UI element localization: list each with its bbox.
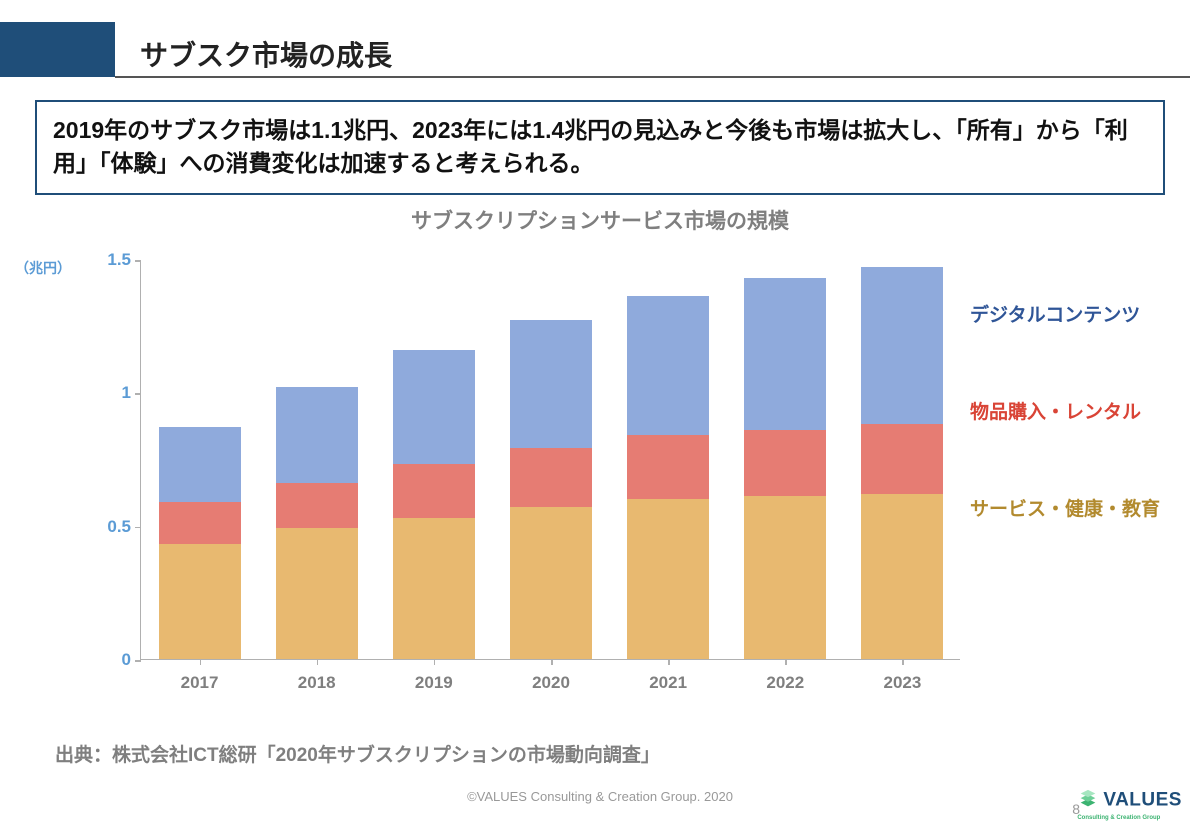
brand-logo: VALUES Consulting & Creation Group [1077,788,1182,821]
x-tick-mark [200,659,202,665]
bar-segment-goods [744,430,826,497]
y-tick-mark [135,260,141,262]
brand-logo-icon [1077,788,1099,815]
footer: ©VALUES Consulting & Creation Group. 202… [0,789,1200,819]
x-tick-mark [317,659,319,665]
bar-segment-service [744,496,826,659]
legend-item-service: サービス・健康・教育 [970,494,1190,521]
legend-item-digital: デジタルコンテンツ [970,300,1190,327]
bar-segment-service [393,518,475,659]
x-tick-mark [902,659,904,665]
bar-segment-goods [861,424,943,493]
bar-segment-service [627,499,709,659]
bar-segment-goods [276,483,358,528]
bar-segment-digital [159,427,241,502]
bar-segment-service [276,528,358,659]
y-tick-mark [135,527,141,529]
summary-box: 2019年のサブスク市場は1.1兆円、2023年には1.4兆円の見込みと今後も市… [35,100,1165,195]
y-tick-label: 1 [91,383,131,403]
copyright: ©VALUES Consulting & Creation Group. 202… [0,789,1200,804]
brand-logo-subtext: Consulting & Creation Group [1077,815,1182,821]
bar-segment-digital [744,278,826,430]
title-accent-block [0,22,115,77]
title-underline [115,76,1190,78]
summary-text: 2019年のサブスク市場は1.1兆円、2023年には1.4兆円の見込みと今後も市… [53,114,1147,181]
bar-segment-service [510,507,592,659]
bar-segment-digital [510,320,592,448]
x-tick-mark [551,659,553,665]
y-tick-label: 0.5 [91,517,131,537]
bar-segment-goods [159,502,241,545]
source-citation: 出典：株式会社ICT総研「2020年サブスクリプションの市場動向調査」 [55,740,660,767]
title-bar: サブスク市場の成長 [0,22,1200,82]
bar-segment-goods [627,435,709,499]
x-tick-mark [785,659,787,665]
chart-legend: デジタルコンテンツ物品購入・レンタルサービス・健康・教育 [970,300,1190,591]
chart-area: （兆円） 00.511.5201720182019202020212022202… [80,240,960,690]
y-tick-mark [135,660,141,662]
bar-segment-digital [861,267,943,424]
y-tick-label: 0 [91,650,131,670]
bar-segment-goods [510,448,592,507]
y-tick-mark [135,393,141,395]
y-tick-label: 1.5 [91,250,131,270]
bar-segment-goods [393,464,475,517]
chart-plot: 00.511.52017201820192020202120222023 [140,260,960,660]
bar-segment-service [159,544,241,659]
legend-item-goods: 物品購入・レンタル [970,397,1190,424]
y-axis-unit: （兆円） [15,258,71,278]
x-tick-mark [668,659,670,665]
bar-segment-digital [393,350,475,465]
bar-segment-digital [627,296,709,435]
bar-segment-digital [276,387,358,483]
bar-segment-service [861,494,943,659]
brand-logo-text: VALUES [1103,790,1182,811]
chart-title: サブスクリプションサービス市場の規模 [0,205,1200,235]
slide-title: サブスク市場の成長 [140,34,392,74]
x-tick-mark [434,659,436,665]
slide: サブスク市場の成長 2019年のサブスク市場は1.1兆円、2023年には1.4兆… [0,0,1200,829]
